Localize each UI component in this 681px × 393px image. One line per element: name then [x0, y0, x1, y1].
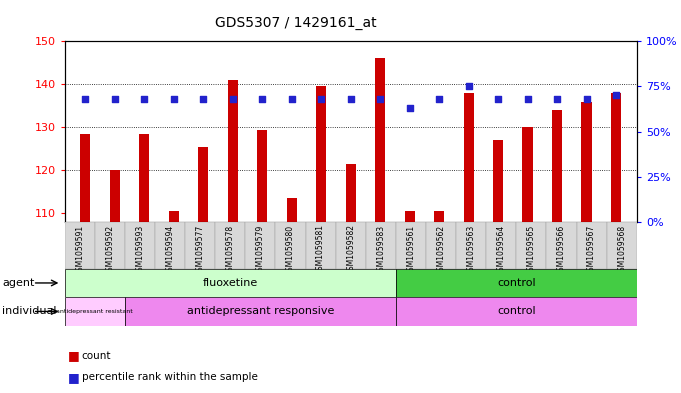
- Text: GSM1059593: GSM1059593: [136, 224, 144, 275]
- Text: GSM1059566: GSM1059566: [557, 224, 566, 275]
- Point: [611, 92, 622, 99]
- Text: agent: agent: [2, 278, 35, 288]
- Point: [492, 96, 503, 102]
- Point: [463, 83, 474, 90]
- Bar: [456, 222, 486, 269]
- Bar: [185, 222, 215, 269]
- Bar: [65, 269, 396, 297]
- Bar: [245, 222, 275, 269]
- Point: [257, 96, 268, 102]
- Bar: [316, 86, 326, 222]
- Bar: [552, 110, 563, 222]
- Text: antidepressant resistant: antidepressant resistant: [57, 309, 133, 314]
- Text: GSM1059562: GSM1059562: [437, 224, 445, 275]
- Bar: [80, 134, 91, 222]
- Text: GSM1059581: GSM1059581: [316, 224, 325, 275]
- Point: [522, 96, 533, 102]
- Text: GSM1059561: GSM1059561: [407, 224, 415, 275]
- Bar: [155, 222, 185, 269]
- Bar: [577, 222, 607, 269]
- Point: [168, 96, 179, 102]
- Text: GSM1059564: GSM1059564: [496, 224, 506, 275]
- Point: [80, 96, 91, 102]
- Text: GSM1059567: GSM1059567: [587, 224, 596, 275]
- Text: count: count: [82, 351, 111, 361]
- Text: GSM1059594: GSM1059594: [165, 224, 174, 275]
- Point: [227, 96, 238, 102]
- Point: [316, 96, 327, 102]
- Point: [286, 96, 297, 102]
- Bar: [405, 211, 415, 222]
- Bar: [366, 222, 396, 269]
- Text: individual: individual: [2, 307, 57, 316]
- Text: GSM1059583: GSM1059583: [377, 224, 385, 275]
- Bar: [611, 93, 621, 222]
- Bar: [257, 130, 268, 222]
- Bar: [198, 147, 208, 222]
- Bar: [306, 222, 336, 269]
- Bar: [396, 297, 637, 326]
- Bar: [375, 59, 385, 222]
- Text: antidepressant responsive: antidepressant responsive: [187, 307, 334, 316]
- Bar: [65, 297, 125, 326]
- Bar: [336, 222, 366, 269]
- Point: [198, 96, 209, 102]
- Bar: [607, 222, 637, 269]
- Bar: [426, 222, 456, 269]
- Text: control: control: [497, 278, 536, 288]
- Bar: [434, 211, 444, 222]
- Point: [405, 105, 415, 111]
- Text: ■: ■: [68, 371, 80, 384]
- Text: control: control: [497, 307, 536, 316]
- Bar: [65, 222, 95, 269]
- Text: GSM1059591: GSM1059591: [75, 224, 84, 275]
- Bar: [169, 211, 179, 222]
- Text: GSM1059582: GSM1059582: [346, 224, 355, 275]
- Point: [110, 96, 121, 102]
- Bar: [345, 164, 356, 222]
- Bar: [95, 222, 125, 269]
- Bar: [227, 80, 238, 222]
- Point: [581, 96, 592, 102]
- Point: [434, 96, 445, 102]
- Bar: [110, 171, 120, 222]
- Bar: [139, 134, 149, 222]
- Bar: [125, 297, 396, 326]
- Text: GSM1059578: GSM1059578: [226, 224, 235, 275]
- Text: GSM1059577: GSM1059577: [195, 224, 205, 275]
- Text: ■: ■: [68, 349, 80, 362]
- Point: [139, 96, 150, 102]
- Text: GSM1059580: GSM1059580: [286, 224, 295, 275]
- Text: percentile rank within the sample: percentile rank within the sample: [82, 372, 257, 382]
- Bar: [215, 222, 245, 269]
- Text: GSM1059592: GSM1059592: [106, 224, 114, 275]
- Bar: [516, 222, 546, 269]
- Bar: [486, 222, 516, 269]
- Bar: [522, 127, 533, 222]
- Bar: [396, 269, 637, 297]
- Bar: [275, 222, 306, 269]
- Point: [345, 96, 356, 102]
- Text: GSM1059579: GSM1059579: [256, 224, 265, 275]
- Bar: [582, 101, 592, 222]
- Point: [375, 96, 385, 102]
- Bar: [464, 93, 474, 222]
- Bar: [546, 222, 577, 269]
- Bar: [396, 222, 426, 269]
- Bar: [287, 198, 297, 222]
- Text: GSM1059563: GSM1059563: [466, 224, 475, 275]
- Bar: [493, 140, 503, 222]
- Text: GSM1059565: GSM1059565: [527, 224, 536, 275]
- Bar: [125, 222, 155, 269]
- Text: GDS5307 / 1429161_at: GDS5307 / 1429161_at: [215, 16, 377, 30]
- Text: fluoxetine: fluoxetine: [203, 278, 258, 288]
- Text: GSM1059568: GSM1059568: [617, 224, 627, 275]
- Point: [552, 96, 563, 102]
